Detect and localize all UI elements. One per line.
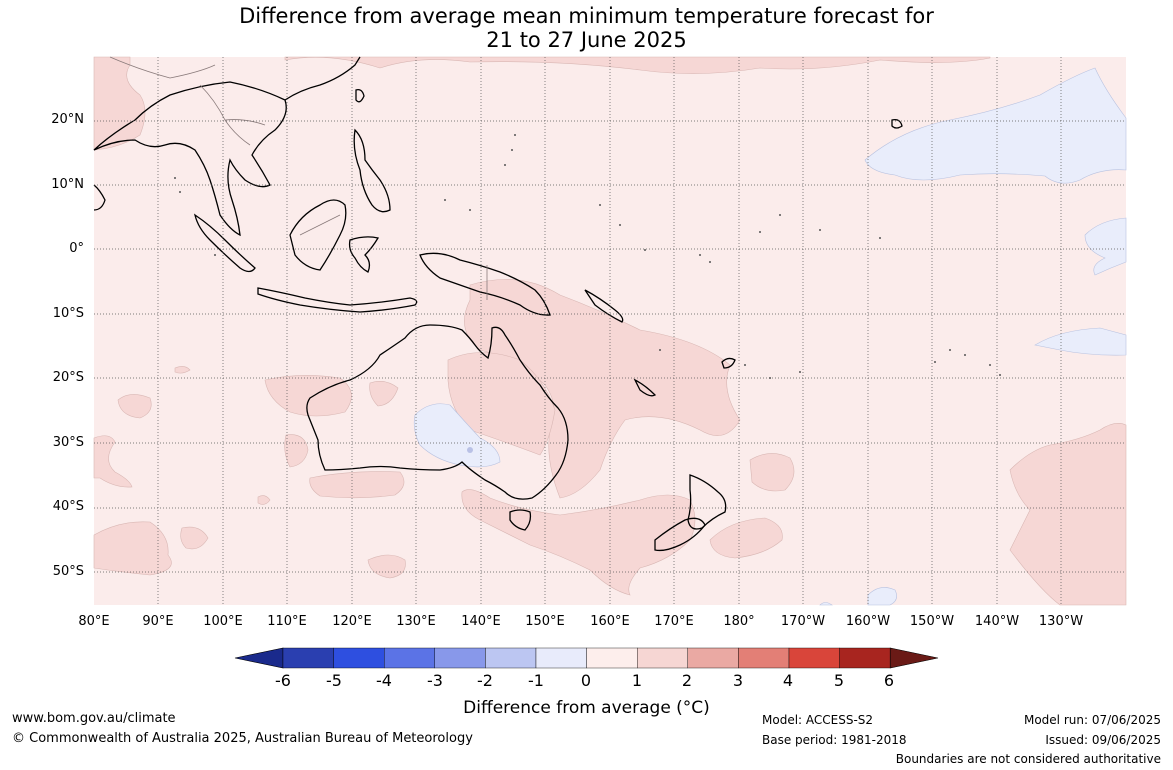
- colorbar-swatch: [586, 647, 638, 669]
- lat-label-20s: 20°S: [52, 370, 84, 385]
- lon-label-180: 180°: [723, 614, 755, 629]
- colorbar-tick-neg1: -1: [528, 671, 544, 690]
- colorbar-swatch: [637, 647, 689, 669]
- lat-label-0: 0°: [69, 241, 84, 256]
- lat-label-30s: 30°S: [52, 435, 84, 450]
- colorbar-swatch: [384, 647, 436, 669]
- country-borders: [109, 56, 488, 300]
- footer-issued: Issued: 09/06/2025: [1045, 733, 1161, 747]
- colorbar-tick-neg3: -3: [427, 671, 443, 690]
- colorbar-tick-5: 5: [833, 671, 845, 690]
- lon-label-80e: 80°E: [78, 614, 110, 629]
- colorbar-swatch: [788, 647, 840, 669]
- colorbar-tick-neg2: -2: [477, 671, 493, 690]
- colorbar-tick-6: 6: [883, 671, 895, 690]
- footer-disclaimer: Boundaries are not considered authoritat…: [895, 752, 1161, 766]
- colorbar-label: Difference from average (°C): [463, 698, 710, 718]
- lon-label-150w: 150°W: [909, 614, 955, 629]
- lon-label-160w: 160°W: [845, 614, 891, 629]
- colorbar-swatch: [738, 647, 790, 669]
- lon-label-140w: 140°W: [974, 614, 1020, 629]
- colorbar-tick-2: 2: [681, 671, 693, 690]
- lat-label-50s: 50°S: [52, 564, 84, 579]
- lat-label-10s: 10°S: [52, 306, 84, 321]
- warm-anomaly-regions: [93, 56, 1127, 606]
- colorbar-swatch: [434, 647, 486, 669]
- footer-base-period: Base period: 1981-2018: [762, 733, 907, 747]
- colorbar-extend-high: [889, 647, 939, 669]
- colorbar-swatch: [333, 647, 385, 669]
- footer-copyright: © Commonwealth of Australia 2025, Austra…: [12, 731, 473, 746]
- coastlines: [93, 56, 903, 552]
- lon-label-130w: 130°W: [1038, 614, 1084, 629]
- lon-label-100e: 100°E: [203, 614, 243, 629]
- colorbar-swatch: [485, 647, 537, 669]
- map-title-line2: 21 to 27 June 2025: [486, 28, 687, 52]
- lon-label-170w: 170°W: [780, 614, 826, 629]
- footer-website: www.bom.gov.au/climate: [12, 711, 176, 726]
- colorbar-tick-neg6: -6: [275, 671, 291, 690]
- lon-label-170e: 170°E: [654, 614, 694, 629]
- colorbar-tick-0: 0: [580, 671, 592, 690]
- lat-label-10n: 10°N: [51, 177, 84, 192]
- lon-label-90e: 90°E: [142, 614, 174, 629]
- colorbar-extend-low: [234, 647, 284, 669]
- colorbar-swatch: [839, 647, 891, 669]
- graticule: [94, 57, 1126, 605]
- map-title-line1: Difference from average mean minimum tem…: [239, 4, 934, 28]
- colorbar-tick-neg4: -4: [376, 671, 392, 690]
- colorbar: [234, 647, 939, 669]
- colorbar-tick-neg5: -5: [326, 671, 342, 690]
- lon-label-140e: 140°E: [461, 614, 501, 629]
- colorbar-swatch: [282, 647, 334, 669]
- footer-model: Model: ACCESS-S2: [762, 713, 874, 727]
- colorbar-tick-4: 4: [782, 671, 794, 690]
- colorbar-swatch: [535, 647, 587, 669]
- colorbar-tick-3: 3: [732, 671, 744, 690]
- colorbar-tick-1: 1: [631, 671, 643, 690]
- colorbar-swatch: [687, 647, 739, 669]
- lon-label-130e: 130°E: [396, 614, 436, 629]
- lon-label-150e: 150°E: [525, 614, 565, 629]
- lat-label-20n: 20°N: [51, 112, 84, 127]
- lon-label-120e: 120°E: [332, 614, 372, 629]
- lon-label-160e: 160°E: [590, 614, 630, 629]
- lon-label-110e: 110°E: [267, 614, 307, 629]
- lat-label-40s: 40°S: [52, 499, 84, 514]
- footer-model-run: Model run: 07/06/2025: [1023, 713, 1161, 727]
- anomaly-map: [93, 56, 1127, 669]
